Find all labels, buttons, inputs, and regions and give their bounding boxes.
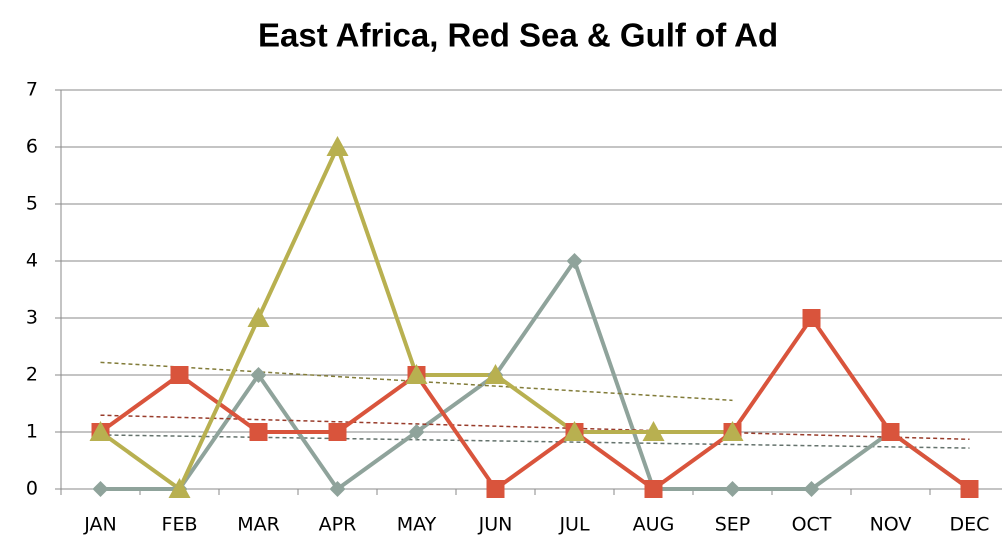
marker xyxy=(484,364,507,384)
chart-title: East Africa, Red Sea & Gulf of Ad xyxy=(258,17,778,54)
marker xyxy=(881,423,900,441)
y-tick-label: 6 xyxy=(26,136,38,158)
y-tick-label: 2 xyxy=(26,364,38,386)
marker xyxy=(328,423,347,441)
y-tick-label: 0 xyxy=(26,478,38,500)
marker xyxy=(803,481,820,497)
y-tick-label: 3 xyxy=(26,307,38,329)
x-tick-label: JUN xyxy=(478,514,513,536)
marker xyxy=(724,481,741,497)
x-tick-label: SEP xyxy=(715,514,751,536)
x-tick-label: FEB xyxy=(162,514,198,536)
trendline xyxy=(100,434,970,449)
marker xyxy=(247,307,270,327)
x-tick-label: AUG xyxy=(633,514,675,536)
marker xyxy=(644,480,663,498)
series-line xyxy=(99,316,971,491)
marker xyxy=(566,253,583,269)
marker xyxy=(408,424,425,440)
x-tick-label: JUL xyxy=(558,514,590,536)
marker xyxy=(250,367,267,383)
y-tick-label: 1 xyxy=(26,421,38,443)
marker xyxy=(960,480,979,498)
x-tick-label: NOV xyxy=(870,514,912,536)
marker xyxy=(168,478,191,498)
marker xyxy=(170,366,189,384)
x-tick-label: MAY xyxy=(397,514,437,536)
y-tick-label: 4 xyxy=(26,250,38,272)
marker xyxy=(405,364,428,384)
marker xyxy=(563,421,586,441)
marker xyxy=(326,136,349,156)
trendline xyxy=(100,414,970,441)
y-tick-label: 5 xyxy=(26,193,38,215)
marker xyxy=(642,421,665,441)
x-tick-label: DEC xyxy=(950,514,990,536)
marker xyxy=(92,481,109,497)
x-tick-label: OCT xyxy=(792,514,832,536)
x-tick-label: APR xyxy=(319,514,357,536)
marker xyxy=(721,421,744,441)
marker xyxy=(802,309,821,327)
marker xyxy=(486,480,505,498)
x-tick-label: JAN xyxy=(83,514,116,536)
marker xyxy=(249,423,268,441)
y-tick-label: 7 xyxy=(26,79,38,101)
marker xyxy=(89,421,112,441)
series-line xyxy=(100,259,971,491)
marker xyxy=(329,481,346,497)
x-tick-label: MAR xyxy=(237,514,280,536)
